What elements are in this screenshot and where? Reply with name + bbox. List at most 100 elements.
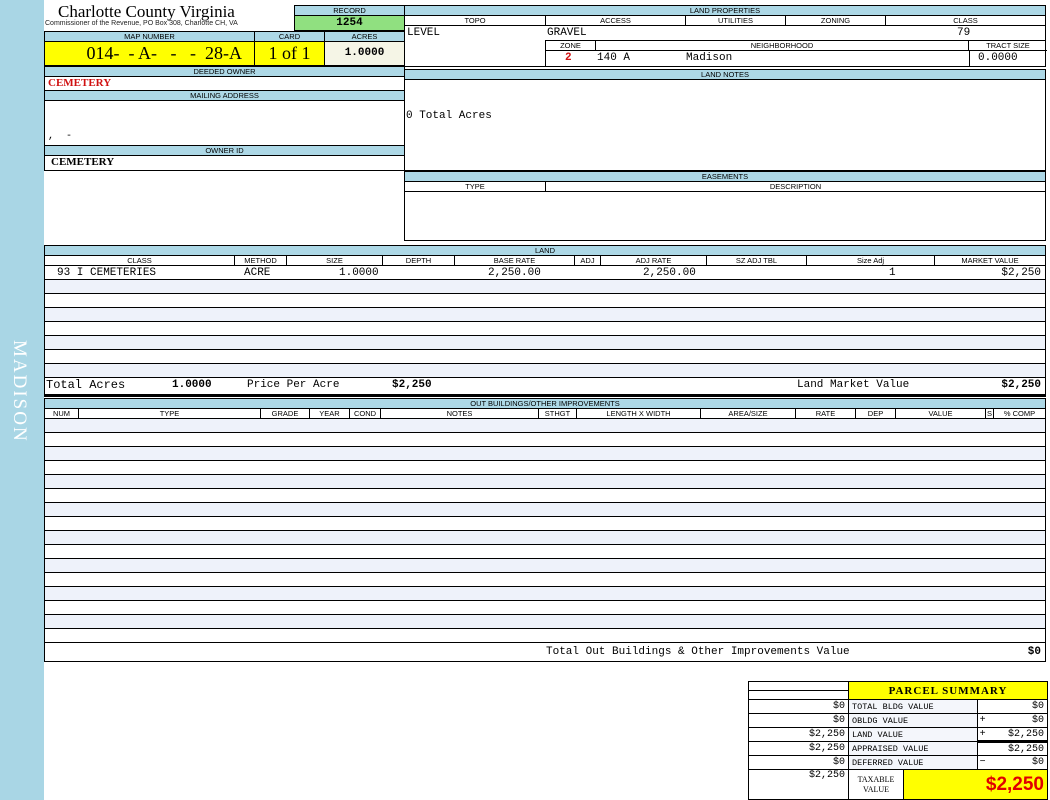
land-header: MARKET VALUE [961,256,1019,265]
table-row[interactable] [45,559,1045,573]
table-row[interactable] [45,587,1045,601]
table-row[interactable] [45,419,1045,433]
zone-header: ZONE [546,41,596,51]
land-class: 93 I CEMETERIES [57,267,157,279]
ob-header: TYPE [79,409,261,418]
land-adj-rate: 2,250.00 [643,267,696,279]
table-row[interactable] [45,336,1045,350]
taxable-value: $2,250 [903,769,1048,800]
table-row[interactable] [45,545,1045,559]
acres-value: 1.0000 [324,41,405,66]
page-subtitle: Commissioner of the Revenue, PO Box 308,… [45,20,238,27]
table-row[interactable] [45,280,1045,294]
table-row[interactable] [45,475,1045,489]
summary-value: + $0 [976,713,1049,728]
access-value: GRAVEL [547,27,587,39]
outbuildings-headers: NUM TYPE GRADE YEAR COND NOTES STHGT LENGTH X W… [44,408,1046,419]
summary-label: OBLDG VALUE [848,713,978,728]
outbuildings-total: Total Out Buildings & Other Improvements… [44,642,1046,662]
deeded-owner-value: CEMETERY [44,76,405,91]
summary-row: $0 OBLDG VALUE + $0 [748,713,1049,728]
total-acres-value: 1.0000 [172,379,212,391]
parcel-summary: PARCEL SUMMARY $0 TOTAL BLDG VALUE $0 $0 OBL… [748,681,1049,800]
total-acres-label: Total Acres [46,378,126,392]
table-row[interactable] [45,308,1045,322]
land-notes-box: 0 Total Acres [404,79,1046,171]
topo-header: TOPO [405,16,546,25]
ob-header: NOTES [381,409,539,418]
neighborhood-value: Madison [686,52,733,64]
summary-label: TOTAL BLDG VALUE [848,699,978,714]
land-market-value-total: $2,250 [1001,379,1041,391]
table-row[interactable] [45,489,1045,503]
table-row[interactable] [45,322,1045,336]
utilities-header: UTILITIES [686,16,786,25]
class-value: 79 [957,27,971,39]
taxable-left: $2,250 [748,769,849,800]
map-number-value: 014- - A- - - 28-A [44,41,255,66]
summary-op: − [979,757,986,768]
page-title: Charlotte County Virginia [58,2,235,21]
summary-amount: $0 [1031,757,1044,768]
table-row[interactable] [45,629,1045,643]
summary-amount: $0 [1031,715,1044,726]
mailing-address-value: , - [44,100,405,146]
land-headers: CLASS METHOD SIZE DEPTH BASE RATE ADJ ADJ RATE… [44,255,1046,266]
summary-left: $0 [748,713,849,728]
table-row[interactable] [45,433,1045,447]
table-row[interactable] [45,601,1045,615]
summary-label: DEFERRED VALUE [848,755,978,770]
table-row[interactable] [45,350,1045,364]
land-properties-body: LEVEL GRAVEL 79 ZONE NEIGHBORHOOD TRACT … [404,25,1047,67]
zone-value: 2 [565,52,572,64]
tract-size-value: 0.0000 [978,52,1018,64]
land-size-adj: 1 [889,267,896,279]
price-per-acre-label: Price Per Acre [247,379,340,391]
land-header: DEPTH [383,256,455,265]
summary-left: $0 [748,699,849,714]
table-row[interactable] [45,531,1045,545]
summary-value: $2,250 [976,740,1049,756]
summary-amount: $0 [1031,701,1044,712]
land-totals: Total Acres 1.0000 Price Per Acre $2,250… [44,378,1046,397]
sidebar-label: MADISON [9,340,30,443]
price-per-acre-value: $2,250 [392,379,432,391]
ob-header: AREA/SIZE [701,409,796,418]
card-value: 1 of 1 [254,41,325,66]
ob-header: STHGT [539,409,577,418]
parcel-summary-title: PARCEL SUMMARY [848,681,1048,700]
topo-value: LEVEL [407,27,441,39]
taxable-label: TAXABLE VALUE [848,769,904,800]
summary-op: + [979,715,986,726]
table-row[interactable] [45,294,1045,308]
table-row[interactable] [45,503,1045,517]
table-row[interactable] [45,447,1045,461]
table-row[interactable] [45,573,1045,587]
record-value: 1254 [294,15,405,31]
table-row[interactable] [45,517,1045,531]
ob-header: LENGTH X WIDTH [577,409,701,418]
outbuildings-total-value: $0 [1027,646,1041,658]
table-row[interactable] [45,364,1045,378]
owner-id-value: CEMETERY [44,155,405,171]
land-header: SZ ADJ TBL [707,256,807,265]
table-row[interactable]: 93 I CEMETERIES ACRE 1.0000 2,250.00 2,2… [45,266,1045,280]
ob-header: % COMP [1003,409,1036,418]
land-header: ADJ [575,256,601,265]
ob-header: DEP [856,409,896,418]
summary-left: $2,250 [748,741,849,756]
class-header: CLASS [953,16,978,25]
summary-amount: $2,250 [1007,728,1044,740]
land-base-rate: 2,250.00 [488,267,541,279]
table-row[interactable] [45,461,1045,475]
land-method: ACRE [244,267,271,279]
land-header: BASE RATE [455,256,575,265]
neighborhood-header: NEIGHBORHOOD [596,41,969,51]
summary-op: + [979,728,986,740]
easement-type-header: TYPE [405,182,546,191]
summary-label: LAND VALUE [848,727,978,742]
summary-amount: $2,250 [1007,743,1044,755]
easements-body [404,191,1046,241]
ob-header: S [986,409,994,418]
table-row[interactable] [45,615,1045,629]
